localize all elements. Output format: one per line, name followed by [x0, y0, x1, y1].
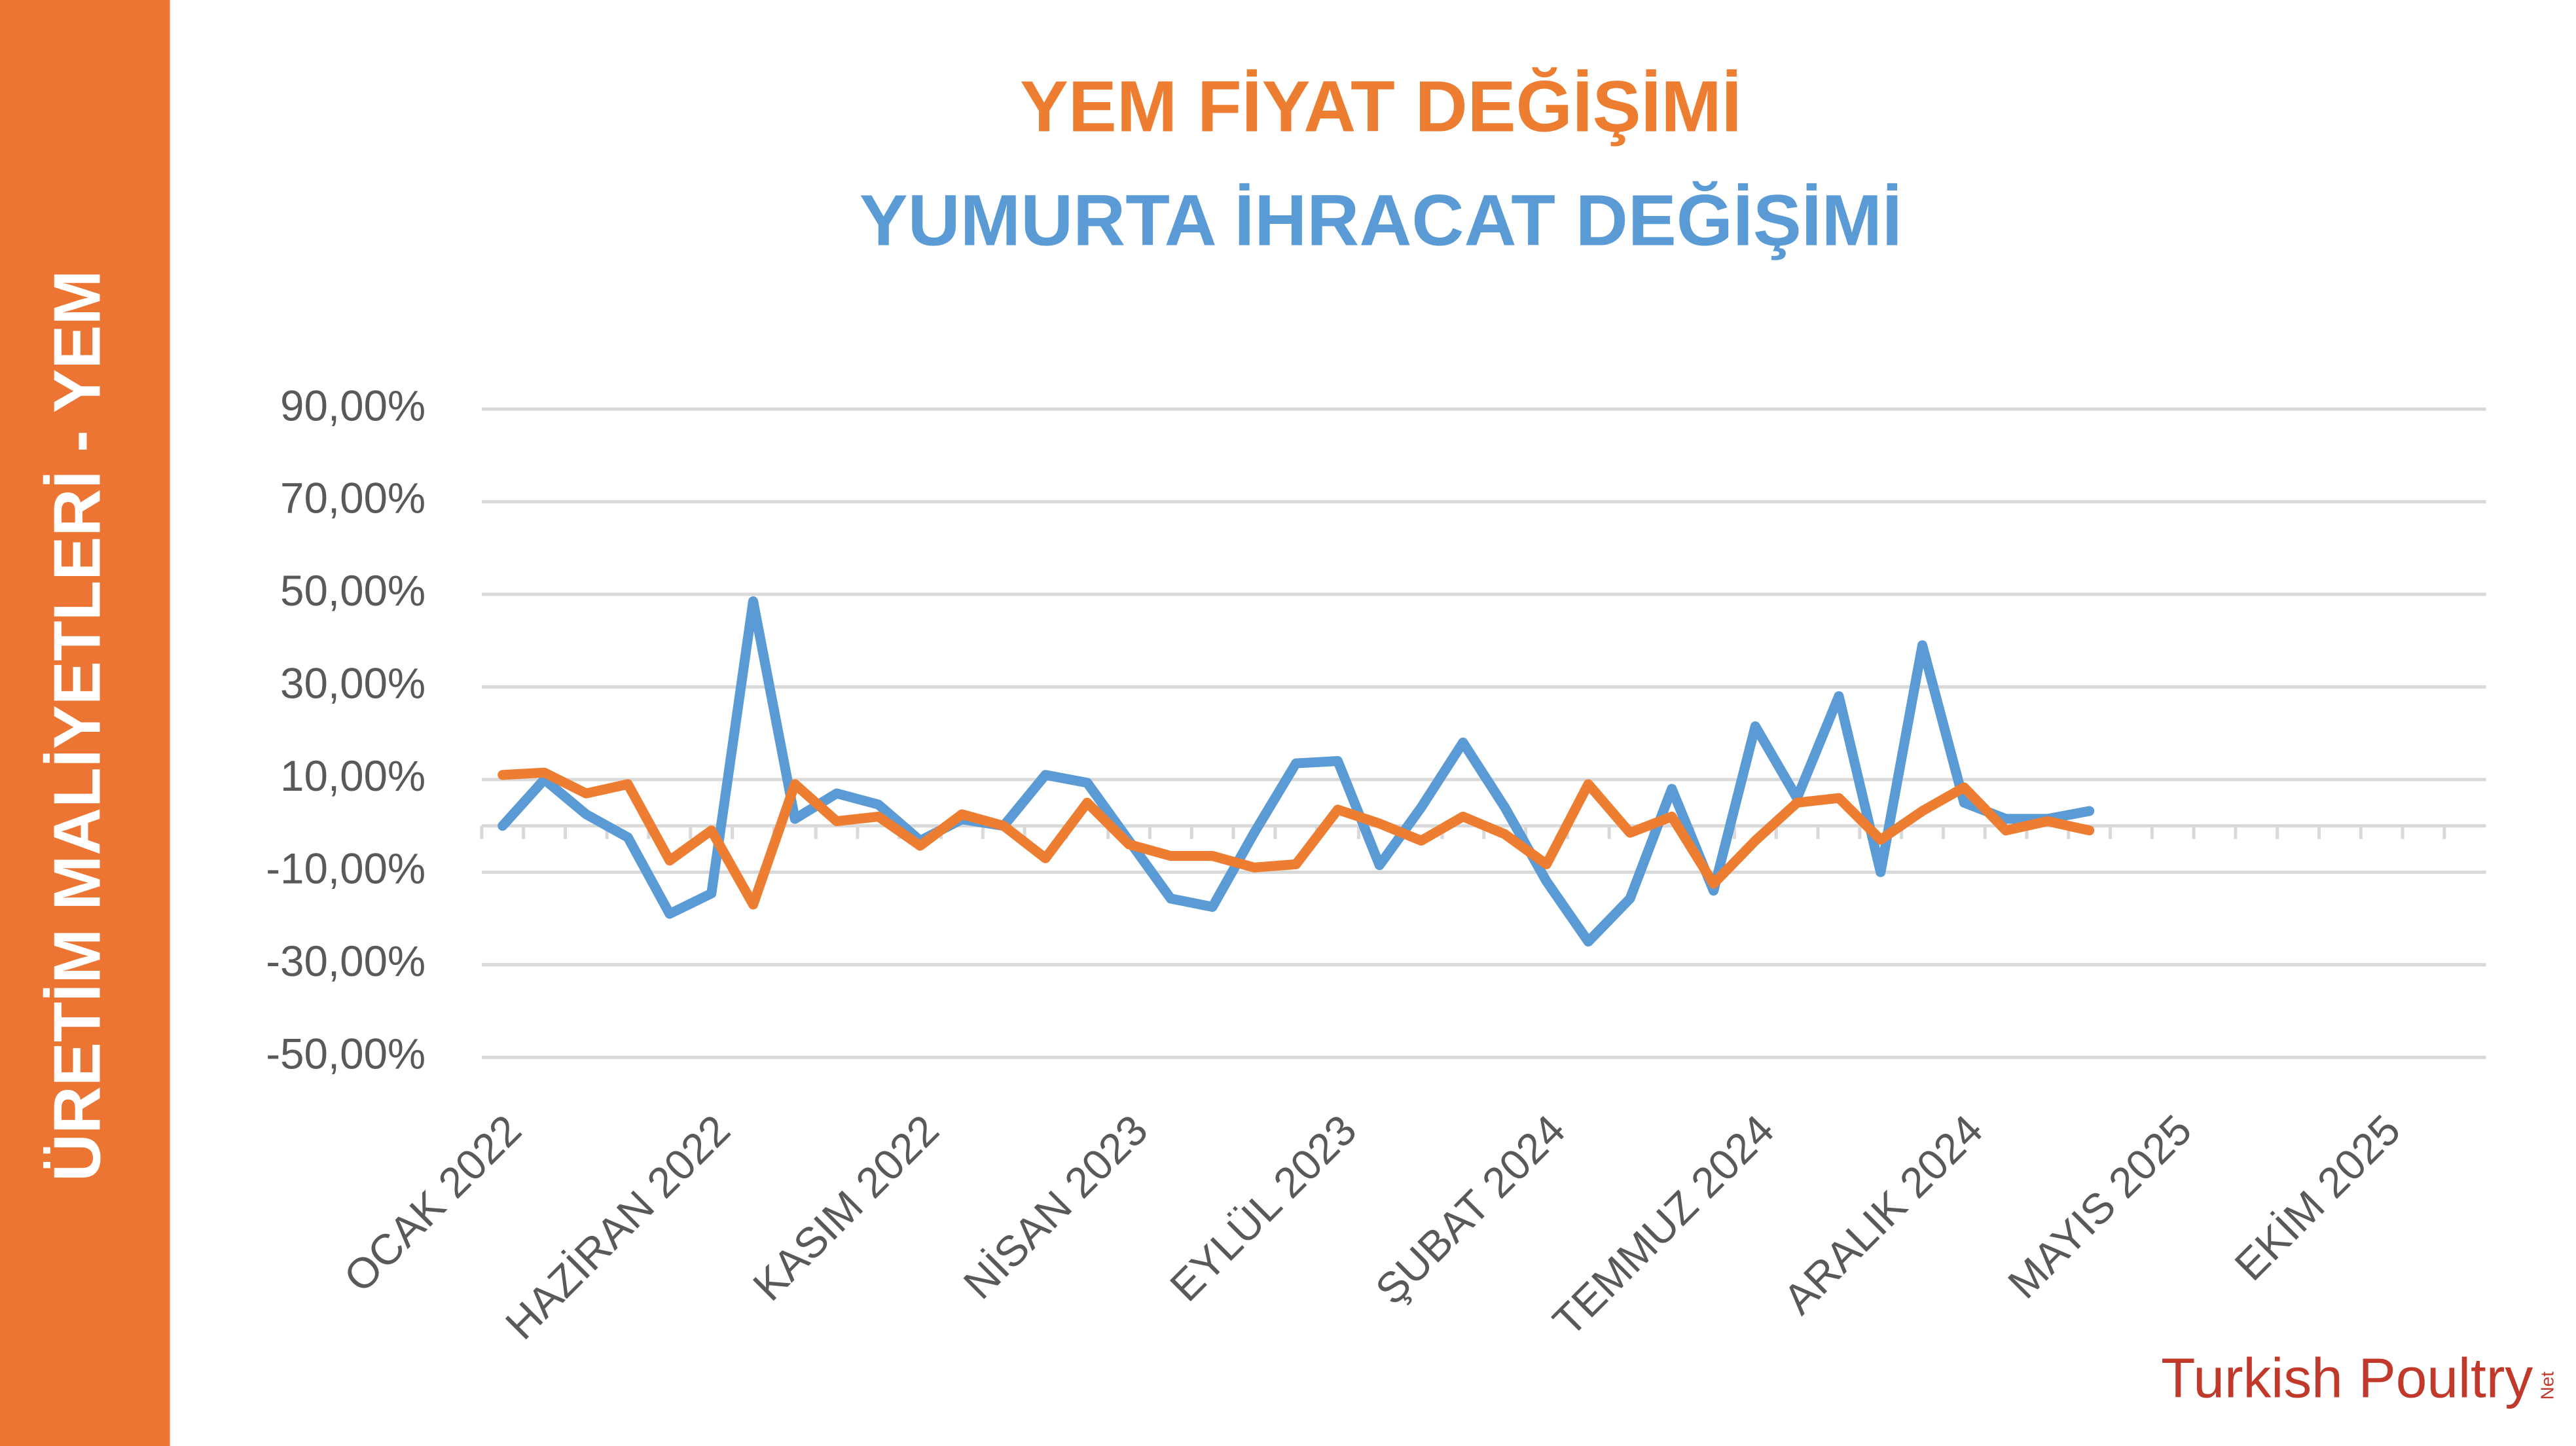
x-tick-label: NİSAN 2023 [954, 1106, 1157, 1308]
title-line: YUMURTA İHRACAT DEĞİŞİMİ [860, 181, 1902, 261]
x-tick-label: ARALIK 2024 [1774, 1106, 1991, 1323]
x-tick-label: EYLÜL 2023 [1161, 1106, 1366, 1310]
x-tick-label: MAYIS 2025 [1999, 1106, 2200, 1307]
x-tick-label: KASIM 2022 [744, 1106, 948, 1310]
side-banner [0, 0, 170, 1446]
logo-suffix: Net [2537, 1371, 2558, 1400]
y-tick-label: 90,00% [280, 382, 426, 429]
logo: Turkish Poultry [2161, 1347, 2533, 1409]
y-tick-label: -50,00% [266, 1030, 426, 1078]
x-tick-label: HAZİRAN 2022 [496, 1106, 739, 1348]
series-line [498, 596, 2095, 947]
side-title: ÜRETİM MALİYETLERİ - YEM [41, 270, 115, 1182]
y-tick-label: -30,00% [266, 937, 426, 985]
x-tick-label: TEMMUZ 2024 [1544, 1106, 1783, 1345]
x-tick-label: OCAK 2022 [335, 1106, 530, 1301]
y-tick-label: 30,00% [280, 660, 426, 708]
series-line [498, 767, 2095, 910]
x-tick-label: ŞUBAT 2024 [1366, 1106, 1574, 1314]
y-tick-label: 50,00% [280, 567, 426, 615]
y-tick-label: 10,00% [280, 752, 426, 800]
x-tick-label: EKİM 2025 [2226, 1106, 2410, 1290]
title-line: YEM FİYAT DEĞİŞİMİ [1020, 67, 1742, 147]
y-tick-label: -10,00% [266, 845, 426, 893]
y-tick-label: 70,00% [280, 475, 426, 522]
